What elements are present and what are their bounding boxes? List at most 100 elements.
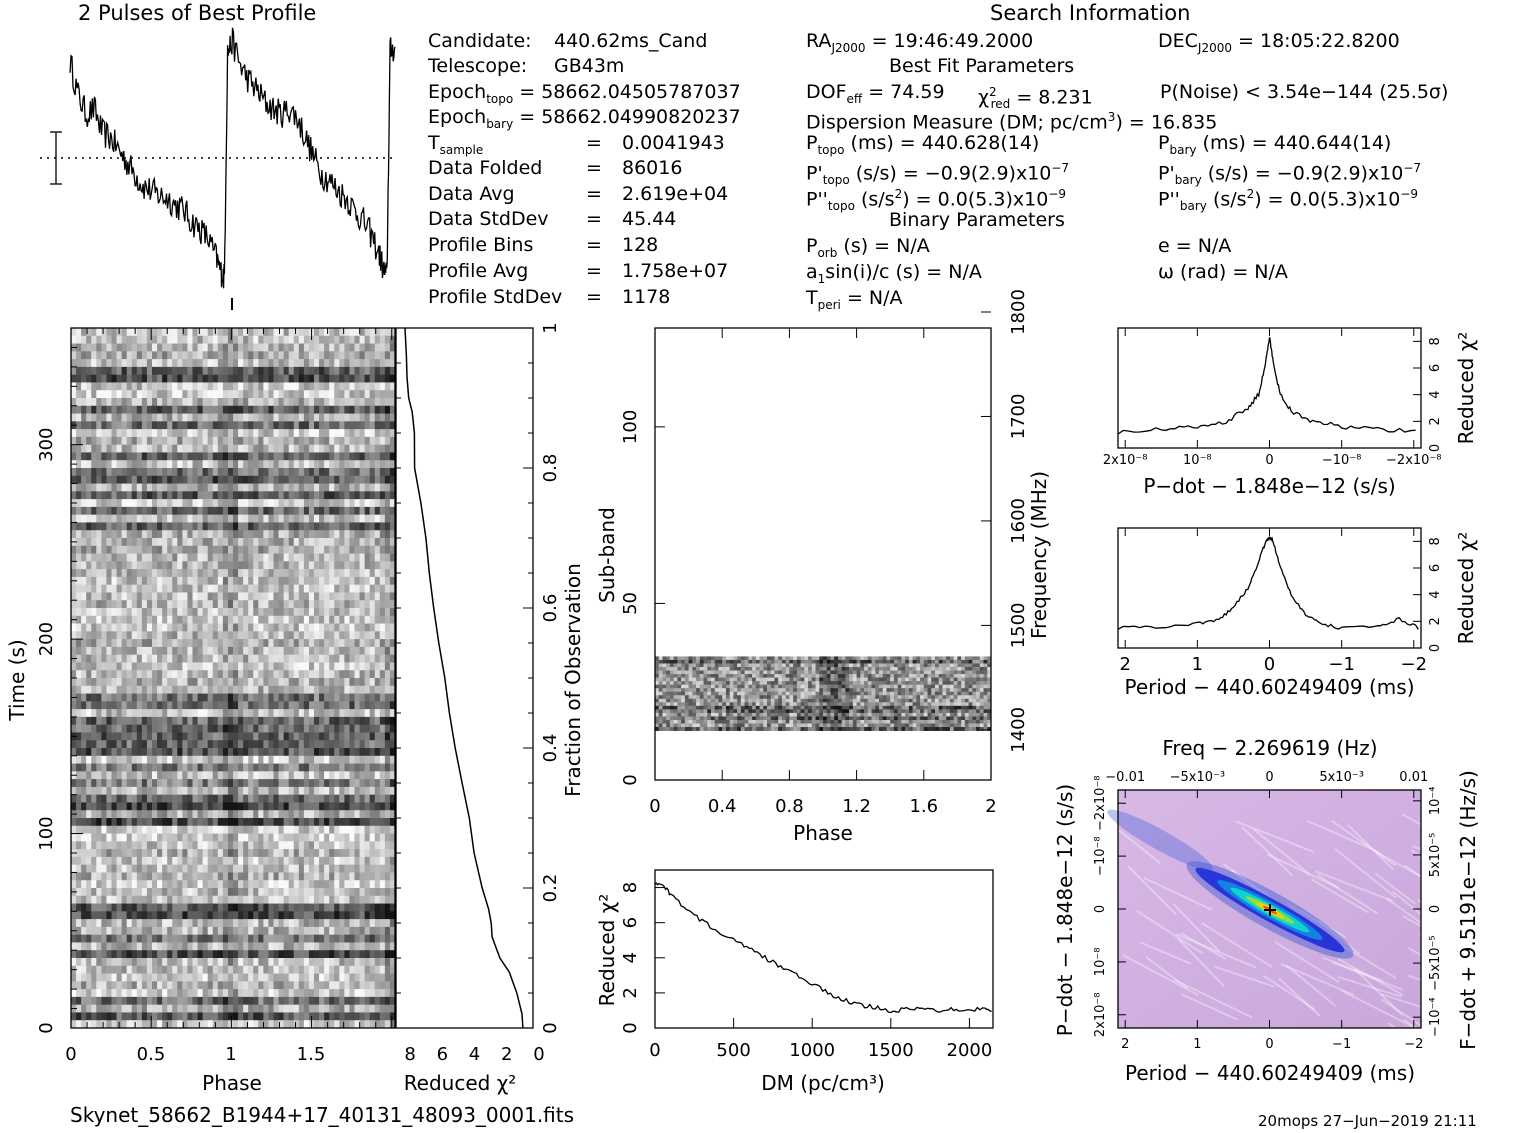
pixel: [248, 584, 254, 593]
pixel: [141, 382, 148, 391]
pixel: [314, 538, 320, 547]
pixel: [197, 530, 204, 539]
pixel: [146, 328, 153, 337]
pixel: [354, 748, 360, 757]
pixel: [141, 522, 148, 531]
pixel: [76, 631, 82, 640]
pixel: [187, 623, 193, 632]
pixel: [162, 670, 168, 679]
pixel: [374, 631, 381, 640]
pixel: [162, 701, 168, 710]
pixel: [288, 716, 295, 726]
pixel: [293, 413, 300, 422]
pixel: [298, 701, 305, 710]
pixel: [212, 639, 219, 648]
pixel: [101, 576, 107, 586]
pixel: [207, 436, 214, 446]
pixel: [359, 421, 366, 430]
pixel: [71, 608, 77, 617]
pixel: [344, 600, 350, 609]
pixel: [293, 716, 300, 726]
pixel: [227, 818, 234, 827]
pixel: [243, 833, 249, 842]
pixel: [126, 398, 133, 407]
pixel: [91, 506, 97, 516]
pixel: [364, 615, 371, 624]
pixel: [389, 545, 396, 554]
pixel: [101, 592, 107, 601]
pixel: [268, 460, 274, 469]
pixel: [172, 693, 178, 702]
pixel: [136, 351, 143, 360]
pixel: [359, 670, 366, 679]
pixel: [364, 382, 371, 391]
stat-value: 1178: [622, 285, 671, 308]
pixel: [278, 600, 285, 609]
pixel: [298, 615, 305, 624]
pixel: [263, 895, 269, 904]
pixel: [324, 374, 330, 383]
pixel: [334, 343, 340, 352]
pixel: [339, 895, 345, 904]
pixel: [167, 903, 173, 912]
pixel: [141, 670, 148, 679]
pixel: [71, 328, 77, 337]
pixel: [141, 429, 148, 438]
pixel: [349, 553, 355, 562]
pixel: [263, 491, 269, 500]
pixel: [298, 553, 305, 562]
pixel: [339, 693, 345, 702]
pixel: [217, 390, 224, 399]
pixel: [329, 755, 335, 764]
pixel: [71, 374, 77, 383]
pixel: [116, 514, 123, 523]
pixel: [253, 538, 259, 547]
pixel: [263, 522, 269, 531]
pixel: [334, 833, 340, 842]
pixel: [293, 833, 300, 842]
pixel: [288, 646, 295, 656]
pixel: [192, 468, 198, 477]
pixel: [268, 911, 274, 920]
pixel: [298, 468, 305, 477]
pixel: [187, 786, 193, 796]
pixel: [374, 351, 381, 360]
pixel: [238, 506, 244, 516]
pixel: [101, 693, 107, 702]
pixel: [116, 436, 123, 446]
pixel: [359, 569, 366, 578]
pixel: [258, 888, 264, 897]
pixel: [233, 623, 239, 632]
pixel: [233, 366, 239, 376]
pixel: [334, 755, 340, 764]
pixel: [314, 825, 320, 834]
pixel: [253, 608, 259, 617]
pixel: [71, 825, 77, 834]
pixel: [374, 398, 381, 407]
pixel: [86, 802, 92, 811]
pixel: [329, 359, 335, 368]
pixel: [217, 670, 224, 679]
pixel: [207, 724, 214, 733]
pixel: [202, 825, 209, 834]
pixel: [86, 615, 92, 624]
pixel: [146, 895, 153, 904]
pixel: [106, 553, 112, 562]
pixel: [202, 888, 209, 897]
pixel: [227, 833, 234, 842]
pixel: [298, 390, 305, 399]
pixel: [162, 786, 168, 796]
pixel: [227, 888, 234, 897]
pixel: [101, 701, 107, 710]
pixel: [76, 872, 82, 881]
pixel: [354, 514, 360, 523]
pixel: [126, 506, 133, 516]
pixel: [339, 366, 345, 376]
pixel: [106, 499, 112, 508]
pixel: [126, 522, 133, 531]
pixel: [329, 794, 335, 803]
pixel: [152, 872, 158, 881]
pixel: [308, 693, 315, 702]
stat-eq: =: [586, 259, 602, 282]
pixel: [91, 872, 97, 881]
